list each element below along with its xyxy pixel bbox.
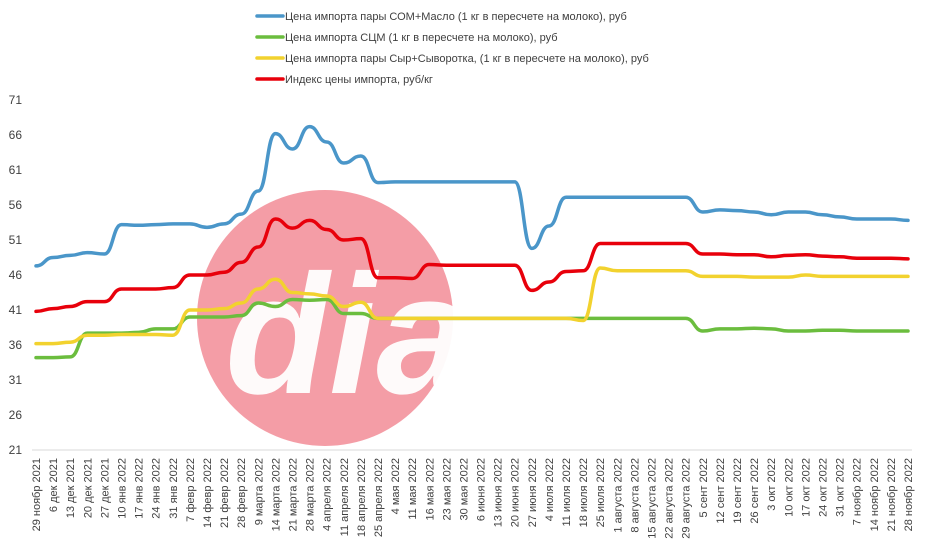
x-tick-label: 11 июля 2022 (561, 458, 573, 527)
x-tick-label: 10 окт 2022 (783, 458, 795, 517)
x-tick-label: 26 сент 2022 (749, 458, 761, 524)
x-tick-label: 6 дек 2021 (48, 458, 60, 512)
x-tick-label: 17 янв 2022 (134, 458, 146, 519)
legend-label-2: Цена импорта пары Сыр+Сыворотка, (1 кг в… (285, 53, 649, 65)
x-tick-label: 23 мая 2022 (441, 458, 453, 520)
x-tick-label: 25 июля 2022 (595, 458, 607, 527)
x-tick-label: 7 февр 2022 (185, 458, 197, 522)
x-tick-label: 14 марта 2022 (270, 458, 282, 531)
series-line-2 (34, 266, 910, 346)
x-tick-label: 24 окт 2022 (818, 458, 830, 517)
x-tick-label: 14 февр 2022 (202, 458, 214, 528)
x-tick-label: 29 ноябр 2021 (31, 458, 43, 531)
x-tick-label: 28 ноябр 2022 (903, 458, 915, 531)
y-tick-label: 66 (9, 128, 23, 142)
x-tick-label: 28 февр 2022 (236, 458, 248, 528)
series-group (34, 124, 910, 360)
x-tick-label: 21 февр 2022 (219, 458, 231, 528)
y-tick-label: 46 (9, 268, 23, 282)
x-tick-label: 31 янв 2022 (168, 458, 180, 519)
x-tick-label: 4 мая 2022 (390, 458, 402, 514)
x-tick-label: 21 марта 2022 (287, 458, 299, 531)
x-tick-label: 18 июля 2022 (578, 458, 590, 527)
x-tick-label: 17 окт 2022 (800, 458, 812, 517)
series-line-3 (34, 217, 910, 314)
x-tick-label: 6 июня 2022 (476, 458, 488, 521)
x-tick-label: 16 мая 2022 (424, 458, 436, 520)
x-tick-label: 30 мая 2022 (458, 458, 470, 520)
x-tick-label: 3 окт 2022 (766, 458, 778, 511)
x-tick-label: 12 сент 2022 (715, 458, 727, 524)
x-tick-label: 15 августа 2022 (647, 458, 659, 539)
x-tick-label: 1 августа 2022 (612, 458, 624, 533)
legend-label-1: Цена импорта СЦМ (1 кг в пересчете на мо… (285, 32, 558, 44)
watermark-logo: dia (197, 190, 471, 446)
x-tick-label: 28 марта 2022 (305, 458, 317, 531)
y-tick-label: 71 (9, 93, 23, 107)
x-tick-label: 4 июля 2022 (544, 458, 556, 521)
series-line-1 (34, 297, 910, 360)
x-tick-label: 4 апреля 2022 (322, 458, 334, 531)
x-tick-label: 10 янв 2022 (116, 458, 128, 519)
x-tick-label: 20 дек 2021 (82, 458, 94, 518)
legend-label-3: Индекс цены импорта, руб/кг (285, 74, 433, 86)
x-tick-label: 7 ноябр 2022 (852, 458, 864, 525)
x-tick-label: 25 апреля 2022 (373, 458, 385, 537)
y-tick-label: 56 (9, 198, 23, 212)
x-tick-label: 21 ноябр 2022 (886, 458, 898, 531)
x-tick-label: 8 августа 2022 (629, 458, 641, 533)
x-tick-label: 13 дек 2021 (65, 458, 77, 518)
y-tick-label: 61 (9, 163, 23, 177)
x-tick-label: 13 июня 2022 (493, 458, 505, 527)
series-line-0 (34, 124, 910, 268)
y-tick-label: 31 (9, 373, 23, 387)
x-tick-label: 27 дек 2021 (99, 458, 111, 518)
x-tick-label: 29 августа 2022 (681, 458, 693, 539)
y-tick-label: 26 (9, 408, 23, 422)
legend-label-0: Цена импорта пары СОМ+Масло (1 кг в пере… (285, 11, 627, 23)
y-tick-label: 51 (9, 233, 23, 247)
x-tick-label: 19 сент 2022 (732, 458, 744, 524)
x-tick-label: 20 июня 2022 (510, 458, 522, 527)
x-tick-label: 31 окт 2022 (835, 458, 847, 517)
x-tick-label: 9 марта 2022 (253, 458, 265, 525)
watermark-circle (197, 190, 453, 446)
legend: Цена импорта пары СОМ+Масло (1 кг в пере… (255, 11, 649, 86)
x-tick-label: 5 сент 2022 (698, 458, 710, 517)
y-axis: 21 26 31 36 41 46 51 56 61 66 71 (9, 93, 23, 457)
x-tick-label: 24 янв 2022 (151, 458, 163, 519)
y-tick-label: 36 (9, 338, 23, 352)
y-tick-label: 41 (9, 303, 23, 317)
watermark-text: dia (225, 240, 471, 430)
y-tick-label: 21 (9, 443, 23, 457)
x-tick-label: 11 апреля 2022 (339, 458, 351, 536)
x-axis: 29 ноябр 2021 6 дек 2021 13 дек 2021 20 дек… (31, 449, 915, 539)
x-tick-label: 14 ноябр 2022 (869, 458, 881, 531)
x-tick-label: 18 апреля 2022 (356, 458, 368, 537)
x-tick-label: 27 июня 2022 (527, 458, 539, 527)
x-tick-label: 22 августа 2022 (664, 458, 676, 539)
x-tick-label: 11 мая 2022 (407, 458, 419, 520)
